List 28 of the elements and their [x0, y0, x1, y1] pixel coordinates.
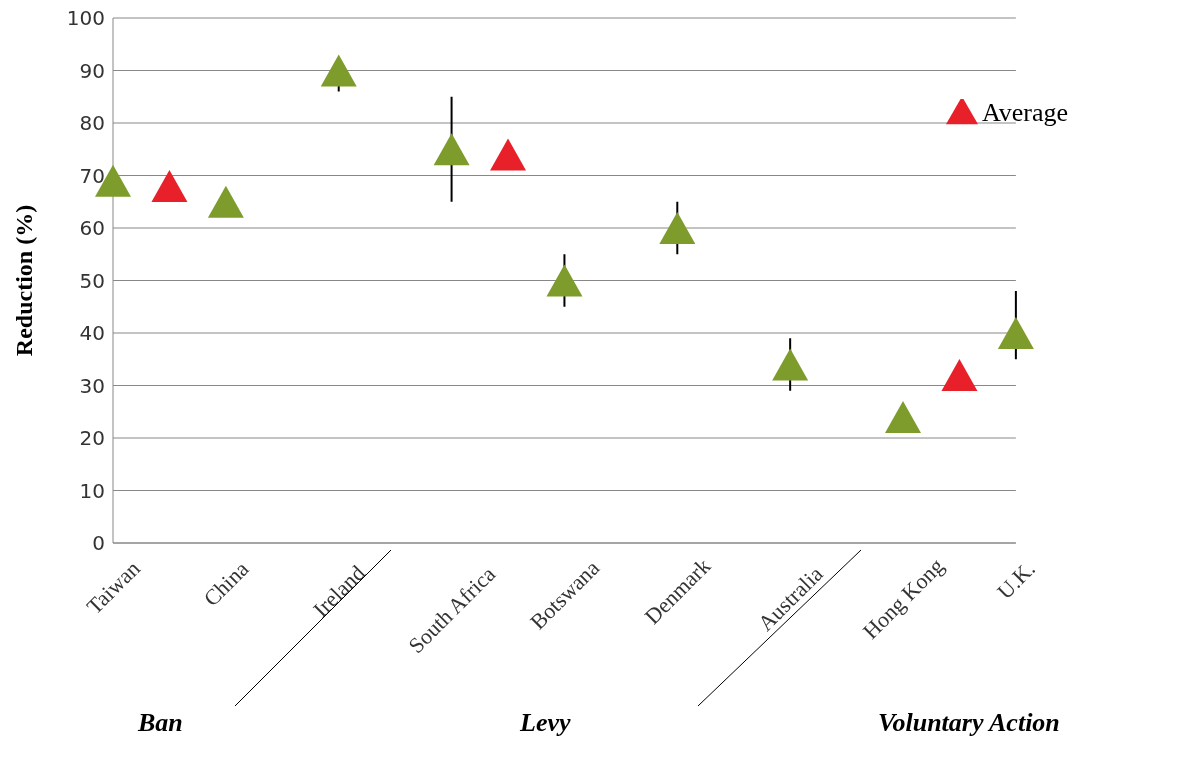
- point: [885, 401, 922, 433]
- y-tick-label: 40: [79, 321, 105, 346]
- point: [207, 185, 244, 218]
- legend-label: Average: [981, 98, 1068, 127]
- y-tick-label: 80: [79, 111, 105, 136]
- y-axis-title: Reduction (%): [10, 204, 37, 357]
- y-tick-label: 20: [79, 426, 105, 451]
- y-tick-label: 70: [79, 163, 105, 188]
- point: [997, 317, 1034, 349]
- y-tick-label: 100: [66, 6, 105, 31]
- y-tick-label: 30: [79, 373, 105, 398]
- point: [320, 54, 357, 87]
- point: [490, 138, 527, 171]
- y-tick-label: 90: [79, 58, 105, 83]
- point: [941, 359, 978, 391]
- y-tick-label: 10: [79, 478, 105, 503]
- y-tick-label: 0: [92, 531, 105, 556]
- x-tick-label: U.K.: [992, 556, 1040, 604]
- text: Voluntary Action: [878, 708, 1060, 738]
- y-tick-label: 50: [79, 268, 105, 293]
- point: [546, 264, 583, 297]
- text: Ban: [138, 708, 183, 738]
- text: Levy: [520, 708, 571, 738]
- point: [151, 170, 188, 202]
- point: [659, 212, 696, 244]
- point: [772, 348, 809, 381]
- point: [433, 133, 470, 166]
- y-tick-label: 60: [79, 216, 105, 241]
